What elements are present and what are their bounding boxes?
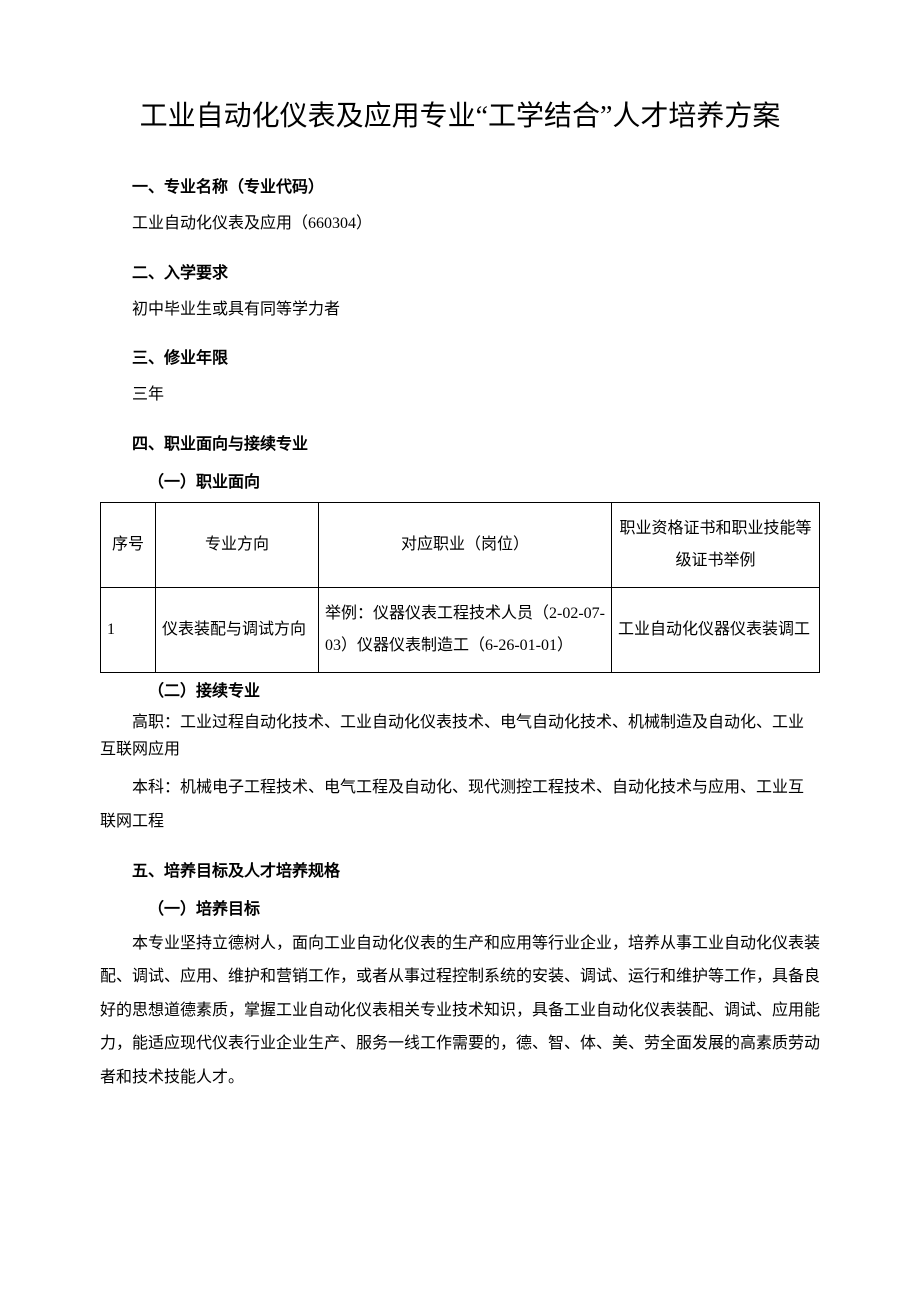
section-3-text: 三年 — [100, 378, 820, 412]
td-job: 举例：仪器仪表工程技术人员（2-02-07-03）仪器仪表制造工（6-26-01… — [319, 587, 612, 672]
td-seq: 1 — [101, 587, 156, 672]
section-4-sub1: （一）职业面向 — [100, 468, 820, 492]
section-3-heading: 三、修业年限 — [100, 344, 820, 368]
section-5-body: 本专业坚持立德树人，面向工业自动化仪表的生产和应用等行业企业，培养从事工业自动化… — [100, 927, 820, 1095]
benke-line: 本科：机械电子工程技术、电气工程及自动化、现代测控工程技术、自动化技术与应用、工… — [100, 771, 820, 838]
section-4-sub2: （二）接续专业 — [100, 677, 820, 701]
section-2-heading: 二、入学要求 — [100, 259, 820, 283]
th-direction: 专业方向 — [156, 502, 319, 587]
gaozhi-line: 高职：工业过程自动化技术、工业自动化仪表技术、电气自动化技术、机械制造及自动化、… — [100, 709, 820, 763]
benke-text: 机械电子工程技术、电气工程及自动化、现代测控工程技术、自动化技术与应用、工业互联… — [100, 779, 804, 830]
th-seq: 序号 — [101, 502, 156, 587]
td-direction: 仪表装配与调试方向 — [156, 587, 319, 672]
section-5-heading: 五、培养目标及人才培养规格 — [100, 857, 820, 881]
td-cert: 工业自动化仪器仪表装调工 — [612, 587, 820, 672]
section-5-sub1: （一）培养目标 — [100, 895, 820, 919]
document-page: 工业自动化仪表及应用专业“工学结合”人才培养方案 一、专业名称（专业代码） 工业… — [0, 0, 920, 1301]
th-job: 对应职业（岗位） — [319, 502, 612, 587]
benke-label: 本科： — [132, 779, 180, 796]
section-2-text: 初中毕业生或具有同等学力者 — [100, 293, 820, 327]
document-title: 工业自动化仪表及应用专业“工学结合”人才培养方案 — [100, 90, 820, 143]
th-cert: 职业资格证书和职业技能等级证书举例 — [612, 502, 820, 587]
gaozhi-text: 工业过程自动化技术、工业自动化仪表技术、电气自动化技术、机械制造及自动化、工业互… — [100, 714, 804, 758]
section-4-heading: 四、职业面向与接续专业 — [100, 430, 820, 454]
gaozhi-label: 高职： — [100, 714, 180, 731]
table-header-row: 序号 专业方向 对应职业（岗位） 职业资格证书和职业技能等级证书举例 — [101, 502, 820, 587]
career-table: 序号 专业方向 对应职业（岗位） 职业资格证书和职业技能等级证书举例 1 仪表装… — [100, 502, 820, 673]
table-row: 1 仪表装配与调试方向 举例：仪器仪表工程技术人员（2-02-07-03）仪器仪… — [101, 587, 820, 672]
section-1-heading: 一、专业名称（专业代码） — [100, 173, 820, 197]
section-1-text: 工业自动化仪表及应用（660304） — [100, 207, 820, 241]
